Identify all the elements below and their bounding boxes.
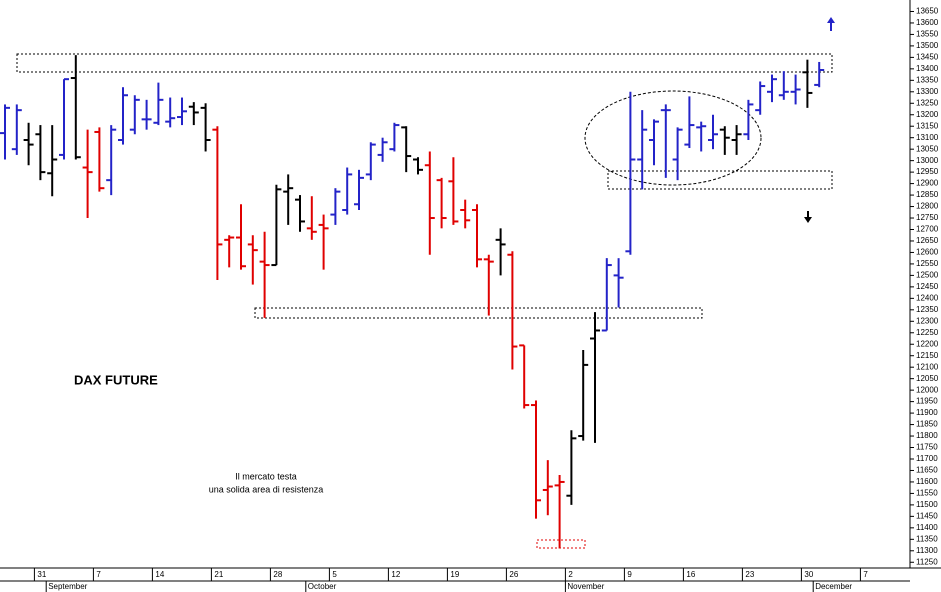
annotation: Il mercato testa (235, 471, 297, 481)
x-tick-label: 28 (273, 570, 282, 579)
y-tick-label: 11750 (916, 443, 938, 452)
y-tick-label: 13450 (916, 52, 939, 61)
x-tick-label: 2 (568, 570, 573, 579)
y-tick-label: 13100 (916, 133, 939, 142)
y-tick-label: 12400 (916, 293, 939, 302)
support-box (254, 307, 703, 319)
x-tick-label: 9 (627, 570, 632, 579)
month-label: September (48, 582, 87, 591)
y-tick-label: 11350 (916, 534, 938, 543)
y-tick-label: 11300 (916, 546, 938, 555)
y-tick-label: 11550 (916, 489, 938, 498)
y-tick-label: 11800 (916, 431, 938, 440)
y-tick-label: 12450 (916, 282, 939, 291)
y-tick-label: 11950 (916, 397, 938, 406)
annotation: una solida area di resistenza (209, 484, 324, 494)
consolidation-ellipse (584, 90, 762, 186)
x-tick-label: 14 (155, 570, 164, 579)
x-tick-label: 12 (391, 570, 400, 579)
low-box (536, 539, 586, 549)
y-tick-label: 11850 (916, 420, 938, 429)
y-tick-label: 13400 (916, 64, 939, 73)
y-tick-label: 13200 (916, 110, 939, 119)
y-tick-label: 12650 (916, 236, 939, 245)
y-tick-label: 12900 (916, 179, 939, 188)
x-tick-label: 31 (37, 570, 46, 579)
y-tick-label: 11500 (916, 500, 938, 509)
y-tick-label: 13150 (916, 121, 939, 130)
y-tick-label: 12350 (916, 305, 939, 314)
y-tick-label: 12150 (916, 351, 939, 360)
y-tick-label: 11600 (916, 477, 938, 486)
y-tick-label: 12750 (916, 213, 939, 222)
y-tick-label: 12000 (916, 385, 939, 394)
x-tick-label: 23 (745, 570, 754, 579)
x-tick-label: 26 (509, 570, 518, 579)
x-tick-label: 19 (450, 570, 459, 579)
y-tick-label: 12950 (916, 167, 939, 176)
x-tick-label: 16 (686, 570, 695, 579)
y-tick-label: 12700 (916, 225, 939, 234)
y-tick-label: 11450 (916, 511, 938, 520)
y-tick-label: 13350 (916, 75, 939, 84)
month-label: November (567, 582, 604, 591)
y-tick-label: 12200 (916, 339, 939, 348)
y-tick-label: 13300 (916, 87, 939, 96)
y-tick-label: 12850 (916, 190, 939, 199)
y-tick-label: 12500 (916, 271, 939, 280)
down-arrow (804, 211, 812, 223)
y-tick-label: 12250 (916, 328, 939, 337)
x-tick-label: 7 (863, 570, 868, 579)
y-tick-label: 12800 (916, 202, 939, 211)
up-arrow (827, 17, 835, 31)
x-tick-label: 7 (96, 570, 101, 579)
month-label: October (308, 582, 337, 591)
y-tick-label: 13600 (916, 18, 939, 27)
y-tick-label: 12300 (916, 316, 939, 325)
y-tick-label: 11400 (916, 523, 938, 532)
y-tick-label: 12100 (916, 362, 939, 371)
chart-title: DAX FUTURE (74, 372, 158, 387)
y-tick-label: 13550 (916, 30, 939, 39)
y-tick-label: 13000 (916, 156, 939, 165)
y-tick-label: 13650 (916, 7, 939, 16)
y-tick-label: 13050 (916, 144, 939, 153)
y-tick-label: 12600 (916, 248, 939, 257)
month-label: December (815, 582, 852, 591)
y-tick-label: 11650 (916, 466, 938, 475)
x-tick-label: 30 (804, 570, 813, 579)
y-tick-label: 12550 (916, 259, 939, 268)
resistance-box (16, 53, 833, 73)
support-box (607, 170, 833, 190)
y-tick-label: 11900 (916, 408, 938, 417)
x-tick-label: 5 (332, 570, 337, 579)
y-tick-label: 13500 (916, 41, 939, 50)
x-tick-label: 21 (214, 570, 223, 579)
y-tick-label: 12050 (916, 374, 939, 383)
y-tick-label: 11250 (916, 557, 938, 566)
y-tick-label: 11700 (916, 454, 938, 463)
y-tick-label: 13250 (916, 98, 939, 107)
